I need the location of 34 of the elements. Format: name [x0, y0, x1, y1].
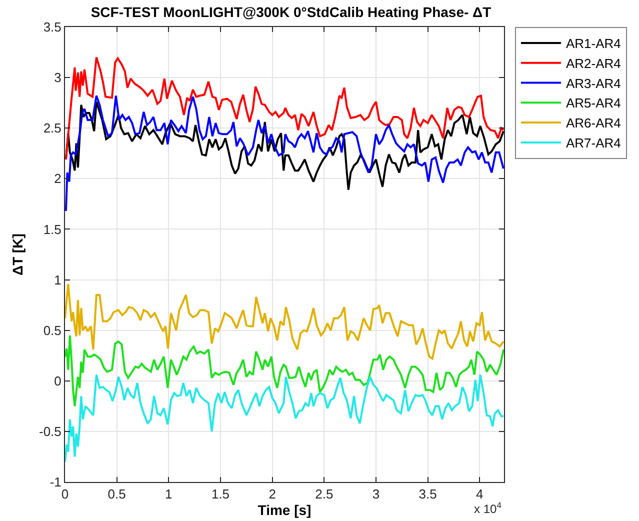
line-series [65, 56, 504, 160]
x-tick-label: 2.5 [315, 486, 334, 502]
y-tick-label: 3 [54, 70, 62, 86]
y-tick-label: -1 [50, 474, 62, 490]
legend-label: AR6-AR4 [566, 116, 621, 131]
x-tick-label: 3.5 [418, 486, 437, 502]
x-tick-label: 2 [268, 486, 276, 502]
line-series [65, 282, 504, 360]
y-tick-label: 0 [54, 373, 62, 388]
text: x 10$^{4}$ [474, 500, 502, 516]
x-tick-label: 3 [372, 486, 380, 502]
y-tick-label: 2.5 [43, 120, 62, 136]
x-axis-title: Time [s] [258, 502, 312, 518]
y-tick-label: -0.5 [38, 424, 62, 439]
y-axis-title: ΔT [K] [10, 234, 26, 276]
line-series [65, 334, 504, 408]
line-series [65, 374, 504, 463]
legend-label: AR3-AR4 [566, 76, 621, 91]
line-series [65, 94, 504, 212]
x-tick-label: 1 [165, 486, 172, 502]
x-tick-label: 1.5 [211, 486, 230, 502]
line-series [65, 100, 504, 191]
y-tick-label: 1 [54, 272, 62, 288]
y-tick-label: 3.5 [43, 20, 62, 35]
legend-label: AR1-AR4 [566, 36, 621, 52]
x-tick-label: 0.5 [108, 486, 126, 502]
y-tick-label: 1.5 [43, 222, 62, 237]
legend-label: AR7-AR4 [566, 136, 621, 151]
x-tick-label: 4 [476, 486, 484, 502]
legend-label: AR5-AR4 [566, 96, 621, 111]
legend-label: AR2-AR4 [566, 56, 621, 71]
y-tick-label: 0.5 [43, 322, 62, 338]
y-tick-label: 2 [54, 171, 62, 186]
chart-title: SCF-TEST MoonLIGHT@300K 0°StdCalib Heating Phase- ΔT [90, 4, 492, 20]
